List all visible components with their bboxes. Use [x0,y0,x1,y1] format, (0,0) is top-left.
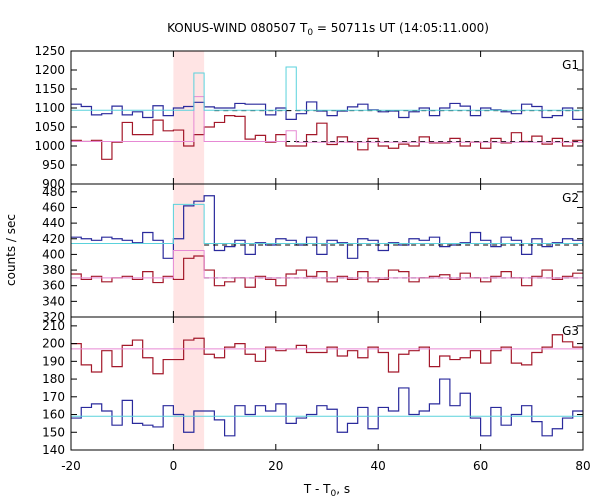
x-tick-label: -20 [61,459,81,473]
y-tick-label: 160 [42,408,65,422]
x-axis-label: T - T0, s [303,482,350,499]
y-tick-label: 420 [42,232,65,246]
series-g1-high-band-counts [71,115,583,160]
x-tick-label: 40 [371,459,386,473]
xlabel-rest: , s [336,482,350,496]
chart-title: KONUS-WIND 080507 T0 = 50711s UT (14:05:… [167,21,489,38]
y-tick-label: 320 [42,310,65,324]
x-tick-label: 80 [575,459,590,473]
y-tick-label: 480 [42,185,65,199]
panel-label: G1 [562,58,579,72]
y-tick-label: 340 [42,294,65,308]
y-tick-label: 140 [42,443,65,457]
y-tick-label: 360 [42,279,65,293]
series-g2-modelled-high-band [71,250,583,279]
y-tick-label: 950 [42,158,65,172]
series-g2-high-band-counts [71,255,583,288]
y-tick-label: 180 [42,372,65,386]
panel-series-g3 [71,334,583,437]
y-tick-label: 190 [42,354,65,368]
x-tick-label: 0 [170,459,178,473]
panel-frame [70,316,584,451]
series-g3-low-band-counts [71,378,583,437]
y-tick-label: 400 [42,247,65,261]
series-g1-modelled-low-band [71,66,583,111]
title-main: KONUS-WIND 080507 T [167,21,308,35]
y-axis-label: counts / sec [4,214,18,286]
panel-series-g1 [71,66,583,160]
y-tick-label: 1250 [34,44,65,58]
y-tick-label: 380 [42,263,65,277]
y-tick-label: 1050 [34,120,65,134]
y-tick-label: 1200 [34,63,65,77]
panel-g3: 140 150 160 170 180 190 200 210 G3 [42,316,584,457]
panel-series-g2 [71,195,583,288]
y-tick-label: 460 [42,200,65,214]
y-tick-label: 1100 [34,101,65,115]
svg-text:T - T0, s: T - T0, s [303,482,350,499]
y-tick-label: 900 [42,177,65,191]
series-g2-modelled-low-band [71,203,583,244]
y-tick-label: 1150 [34,82,65,96]
panel-label: G2 [562,191,579,205]
plot-area: 900 950 1000 1050 1100 1150 1200 1250 G1 320 34036… [34,44,590,473]
y-tick-label: 1000 [34,139,65,153]
y-tick-label: 440 [42,216,65,230]
series-g2-low-band-counts [71,195,583,259]
series-g3-high-band-counts [71,334,583,375]
y-tick-label: 200 [42,337,65,351]
panel-label: G3 [562,324,579,338]
svg-text:KONUS-WIND 080507 T0 = 50711s: KONUS-WIND 080507 T0 = 50711s UT (14:05:… [167,21,489,38]
x-tick-label: 20 [268,459,283,473]
xlabel-subscript: 0 [331,489,337,499]
xlabel-main: T - T [303,482,331,496]
title-subscript: 0 [307,28,313,38]
x-tick-label: 60 [473,459,488,473]
title-rest: = 50711s UT (14:05:11.000) [313,21,489,35]
y-tick-label: 170 [42,390,65,404]
series-g1-modelled-high-band [71,96,583,143]
y-tick-label: 150 [42,425,65,439]
y-tick-label: 210 [42,319,65,333]
panel-g1: 900 950 1000 1050 1100 1150 1200 1250 G1 [34,44,584,191]
